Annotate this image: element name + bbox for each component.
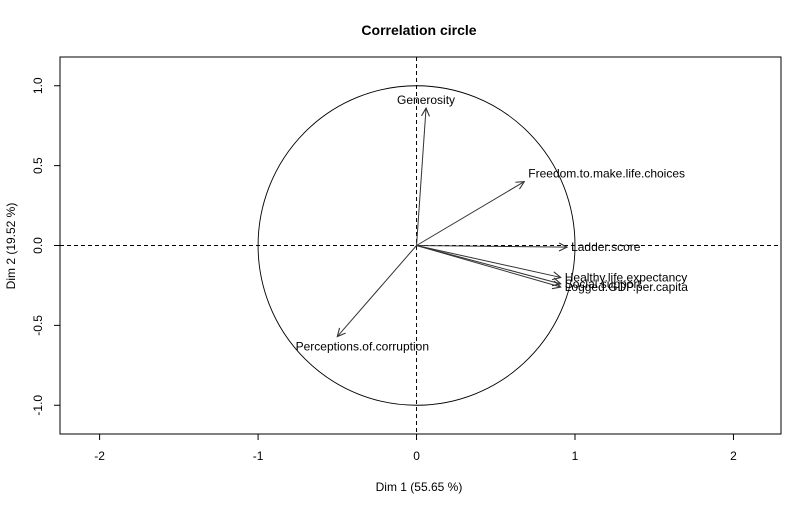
x-tick-label: -1 (253, 449, 264, 463)
y-axis-label: Dim 2 (19.52 %) (4, 203, 18, 290)
arrow-healthy-life-expectancy (416, 245, 561, 278)
label-freedom-to-make-life-choices: Freedom.to.make.life.choices (528, 167, 685, 181)
arrow-social-support (416, 245, 561, 284)
arrow-logged-gdp-per-capita (416, 245, 561, 288)
x-tick-label: -2 (94, 449, 105, 463)
label-healthy-life-expectancy: Healthy.life.expectancy (565, 270, 688, 284)
x-tick-label: 1 (572, 449, 579, 463)
label-perceptions-of-corruption: Perceptions.of.corruption (296, 340, 429, 354)
arrow-freedom-to-make-life-choices (416, 182, 525, 246)
x-tick-label: 0 (413, 449, 420, 463)
arrow-ladder-score (416, 246, 568, 248)
arrow-perceptions-of-corruption (337, 245, 417, 337)
y-tick-label: -1.0 (31, 395, 45, 416)
y-tick-label: 0.5 (31, 157, 45, 174)
label-logged-gdp-per-capita: Logged.GDP.per.capita (565, 280, 689, 294)
x-tick-label: 2 (730, 449, 737, 463)
label-ladder-score: Ladder.score (571, 240, 641, 254)
unit-circle (257, 85, 576, 406)
variable-labels: Ladder.score Logged.GDP.per.capitaSocial.… (296, 93, 689, 353)
chart-title: Correlation circle (361, 22, 476, 38)
y-axis: -1.0 -0.5 0.0 0.5 1.0 (31, 77, 60, 416)
y-tick-label: 1.0 (31, 77, 45, 94)
label-social-support: Social.support (565, 277, 642, 291)
arrow-generosity (416, 108, 427, 246)
y-tick-label: 0.0 (31, 237, 45, 254)
unit-circle-layer (257, 85, 576, 406)
label-generosity: Generosity (397, 93, 455, 107)
variable-arrows (337, 108, 567, 336)
x-axis-label: Dim 1 (55.65 %) (376, 480, 463, 494)
y-tick-label: -0.5 (31, 315, 45, 336)
x-axis: -2 -1 0 1 2 (94, 434, 737, 463)
